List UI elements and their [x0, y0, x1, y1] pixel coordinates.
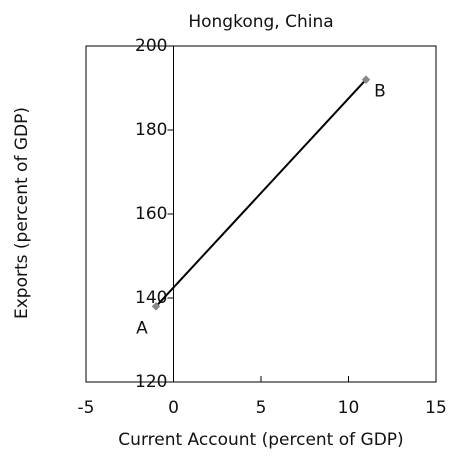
- line: [155, 78, 367, 308]
- point-label: B: [374, 82, 386, 102]
- y-tick-label: 200: [135, 36, 167, 56]
- point-marker: [361, 75, 371, 84]
- point-marker: [151, 302, 161, 311]
- y-tick-label: 160: [135, 204, 167, 224]
- y-tick-label: 120: [135, 372, 167, 392]
- x-tick-label: 15: [425, 398, 447, 418]
- x-tick-label: 0: [168, 398, 179, 418]
- y-axis-label: Exports (percent of GDP): [12, 107, 32, 319]
- y-tick-label: 180: [135, 120, 167, 140]
- x-tick-label: 10: [338, 398, 360, 418]
- x-tick-label: 5: [256, 398, 267, 418]
- x-tick-label: -5: [78, 398, 95, 418]
- x-axis-label: Current Account (percent of GDP): [118, 430, 403, 450]
- chart-title: Hongkong, China: [188, 12, 333, 32]
- point-label: A: [136, 318, 148, 338]
